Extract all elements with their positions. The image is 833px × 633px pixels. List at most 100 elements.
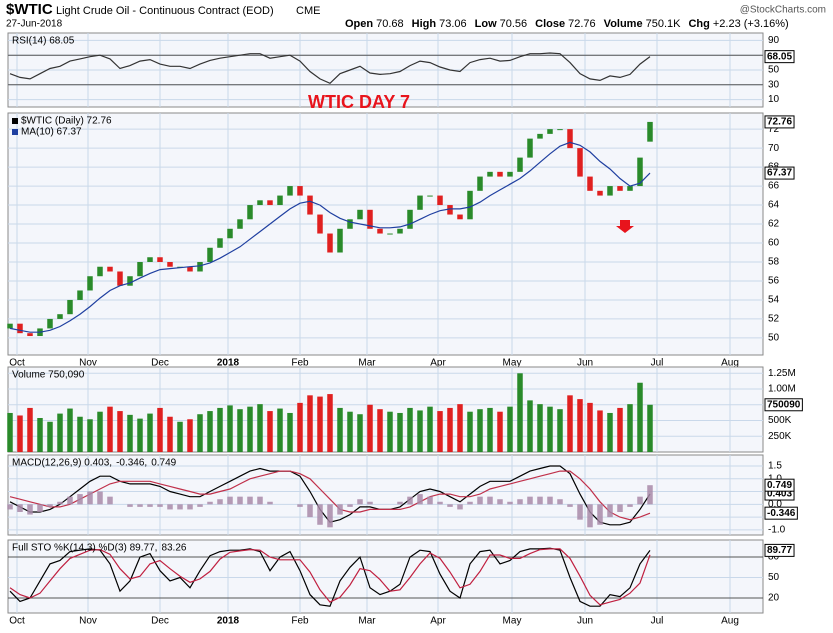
- volume-bar: [287, 412, 293, 452]
- y-tick-label: 30: [768, 79, 780, 90]
- volume-bar: [207, 411, 213, 452]
- symbol: $WTIC: [6, 1, 53, 18]
- candle: [257, 200, 263, 206]
- volume-bar: [567, 395, 573, 452]
- volume-bar: [267, 411, 273, 452]
- histogram-bar: [357, 499, 363, 505]
- histogram-bar: [617, 504, 623, 512]
- y-tick-label: 80: [768, 552, 780, 563]
- candle: [327, 233, 333, 253]
- histogram-bar: [597, 504, 603, 525]
- volume-bar: [107, 406, 113, 452]
- y-tick-label: 52: [768, 314, 780, 325]
- volume-bar: [467, 411, 473, 452]
- y-tick-label: 1.5: [768, 461, 782, 472]
- volume-bar: [397, 412, 403, 452]
- x-tick-label: Dec: [151, 616, 169, 627]
- series-line: [9, 141, 651, 333]
- volume-bar: [117, 411, 123, 452]
- candle: [477, 176, 483, 191]
- candle: [57, 314, 63, 319]
- red-arrow: [616, 220, 634, 233]
- x-tick-label: Jun: [577, 616, 593, 627]
- volume-bar: [227, 405, 233, 452]
- x-tick-label: May: [503, 358, 522, 369]
- histogram-bar: [647, 485, 653, 505]
- histogram-bar: [507, 501, 513, 505]
- y-tick-label: 50: [768, 572, 780, 583]
- y-tick-label: 10: [768, 94, 780, 105]
- series-line: [9, 548, 651, 606]
- volume-bar: [187, 419, 193, 452]
- candle: [347, 219, 353, 229]
- histogram-bar: [557, 499, 563, 505]
- y-tick-label: 54: [768, 295, 780, 306]
- histogram-bar: [437, 501, 443, 505]
- candle: [117, 271, 123, 286]
- candle: [247, 205, 253, 220]
- series-line: [9, 547, 651, 607]
- candle: [467, 190, 473, 220]
- quote-label: Close: [535, 18, 565, 30]
- histogram-bar: [397, 501, 403, 505]
- volume-bar: [77, 416, 83, 452]
- histogram-bar: [347, 504, 353, 507]
- volume-bar: [167, 416, 173, 452]
- volume-bar: [507, 406, 513, 452]
- last-value-label: 0.403: [767, 489, 792, 500]
- histogram-bar: [477, 496, 483, 505]
- volume-bar: [497, 411, 503, 452]
- histogram-bar: [567, 504, 573, 507]
- quote-value: 72.76: [568, 18, 596, 30]
- panel: 505254565860626466687072$WTIC (Daily) 72…: [7, 112, 795, 369]
- histogram-bar: [17, 504, 23, 512]
- histogram-bar: [137, 504, 143, 507]
- histogram-bar: [37, 504, 43, 512]
- candle: [417, 195, 423, 210]
- volume-bar: [277, 408, 283, 452]
- last-value-box: [764, 506, 798, 520]
- y-tick-label: 64: [768, 200, 780, 211]
- candle: [287, 186, 293, 196]
- histogram-bar: [297, 504, 303, 507]
- volume-bar: [387, 411, 393, 452]
- last-value-label: 750090: [767, 399, 801, 410]
- plot-area: [7, 112, 764, 356]
- y-tick-label: 500K: [768, 415, 792, 426]
- quote-label: Low: [475, 18, 497, 30]
- candle: [447, 205, 453, 215]
- volume-bar: [337, 407, 343, 452]
- histogram-bar: [527, 496, 533, 505]
- last-value-label: 72.76: [767, 117, 792, 128]
- x-tick-label: Oct: [9, 616, 25, 627]
- last-value-box: [764, 166, 795, 180]
- histogram-bar: [77, 494, 83, 505]
- histogram-bar: [407, 496, 413, 505]
- volume-bar: [617, 407, 623, 452]
- x-tick-label: Nov: [79, 616, 97, 627]
- candle: [277, 195, 283, 206]
- histogram-bar: [147, 504, 153, 507]
- volume-bar: [217, 407, 223, 452]
- volume-bar: [87, 419, 93, 452]
- candle: [397, 228, 403, 234]
- legend-swatch: [12, 129, 18, 135]
- histogram-bar: [57, 501, 63, 505]
- volume-bar: [627, 404, 633, 452]
- histogram-bar: [27, 504, 33, 515]
- y-tick-label: 66: [768, 181, 780, 192]
- x-tick-label: Aug: [721, 616, 739, 627]
- candle: [587, 176, 593, 191]
- volume-bar: [377, 409, 383, 452]
- x-tick-label: Oct: [9, 358, 25, 369]
- candle: [47, 318, 53, 329]
- last-value-label: -0.346: [767, 508, 796, 519]
- volume-bar: [427, 406, 433, 452]
- candle: [217, 238, 223, 248]
- histogram-bar: [607, 504, 613, 518]
- quote-label: Volume: [604, 18, 643, 30]
- y-tick-label: 1.00M: [768, 384, 796, 395]
- candle: [527, 138, 533, 158]
- histogram-bar: [317, 504, 323, 525]
